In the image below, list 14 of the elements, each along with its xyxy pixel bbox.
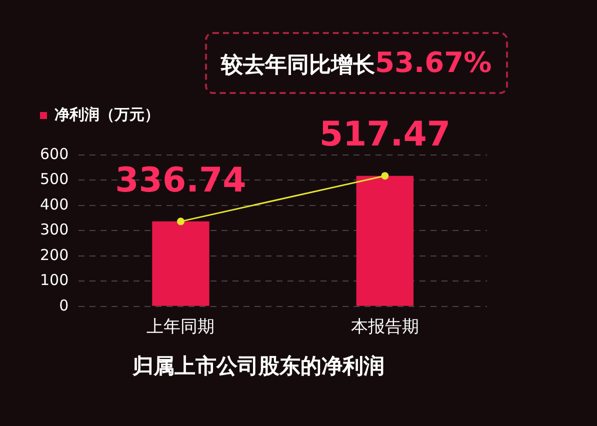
legend-label: 净利润（万元） xyxy=(54,105,160,124)
data-label: 336.74 xyxy=(115,160,246,200)
y-tick-label: 400 xyxy=(40,195,69,214)
y-tick-label: 100 xyxy=(40,271,69,290)
text: 归属上市公司股东的净利润 xyxy=(132,354,384,378)
y-tick-label: 0 xyxy=(59,296,69,314)
y-tick-label: 500 xyxy=(40,170,69,188)
data-label: 517.47 xyxy=(319,114,451,155)
y-tick-label: 200 xyxy=(40,246,69,264)
x-tick-label: 本报告期 xyxy=(350,317,419,338)
text: 较去年同比增长53.67% xyxy=(205,32,508,94)
y-tick-label: 300 xyxy=(40,220,69,239)
x-tick-label: 上年同期 xyxy=(146,317,215,338)
y-tick-label: 600 xyxy=(40,144,69,163)
